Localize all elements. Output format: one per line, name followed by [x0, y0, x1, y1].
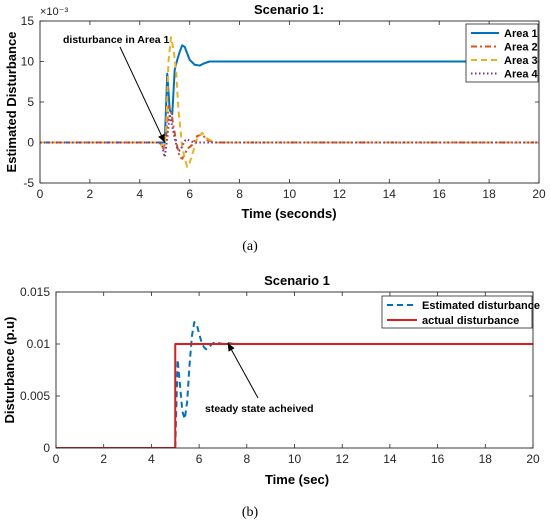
- x-tick-label: 0: [37, 187, 44, 201]
- plot-frame: [55, 291, 534, 449]
- y-tick-label: 0: [27, 136, 34, 150]
- legend-label: Area 3: [504, 55, 538, 67]
- y-tick-label: -5: [23, 176, 34, 190]
- x-tick-label: 20: [526, 452, 540, 466]
- plot-area: [40, 21, 539, 183]
- legend-label: actual disturbance: [422, 315, 519, 327]
- chart-a: Scenario 1: ×10⁻³ Estimated Disturbance …: [4, 2, 546, 254]
- x-tick-label: 14: [383, 452, 397, 466]
- chart-a-y-multiplier: ×10⁻³: [40, 6, 68, 18]
- x-tick-label: 8: [236, 187, 243, 201]
- y-tick-label: 0.005: [20, 389, 50, 403]
- x-tick-label: 0: [53, 452, 60, 466]
- x-tick-label: 16: [433, 187, 447, 201]
- y-tick-label: 0.01: [27, 337, 51, 351]
- chart-a-title: Scenario 1:: [254, 2, 324, 17]
- x-tick-label: 20: [532, 187, 546, 201]
- x-tick-label: 12: [336, 452, 350, 466]
- y-tick-label: 0.015: [20, 285, 50, 299]
- legend-label: Area 2: [504, 42, 538, 54]
- chart-a-ylabel: Estimated Disturbance: [4, 32, 19, 173]
- y-tick-label: 15: [21, 14, 35, 28]
- annotation-arrow: [119, 46, 166, 143]
- annotation-text: disturbance in Area 1: [63, 34, 170, 46]
- chart-b-ylabel: Disturbance (p.u): [2, 317, 17, 424]
- plot-frame: [39, 20, 540, 184]
- series-line-area-1: [40, 44, 539, 144]
- legend-label: Area 1: [504, 28, 538, 40]
- annotation-arrow: [227, 342, 259, 399]
- x-tick-label: 8: [243, 452, 250, 466]
- series-line-actual-disturbance: [56, 343, 533, 448]
- series-line-area-3: [40, 36, 539, 168]
- x-tick-label: 14: [383, 187, 397, 201]
- x-tick-label: 2: [100, 452, 107, 466]
- chart-b-xlabel: Time (sec): [265, 472, 329, 487]
- chart-b-caption: (b): [242, 505, 259, 520]
- x-tick-label: 12: [333, 187, 347, 201]
- y-tick-label: 0: [43, 441, 50, 455]
- y-tick-label: 5: [27, 95, 34, 109]
- annotation-text: steady state acheived: [205, 403, 314, 415]
- annotation-arrowhead: [158, 133, 165, 143]
- x-tick-label: 18: [482, 187, 496, 201]
- chart-a-xlabel: Time (seconds): [241, 206, 336, 221]
- x-tick-label: 6: [186, 187, 193, 201]
- annotation-arrowhead: [227, 342, 235, 352]
- legend: [381, 295, 533, 329]
- x-tick-label: 4: [136, 187, 143, 201]
- y-tick-label: 10: [21, 55, 35, 69]
- x-tick-label: 16: [431, 452, 445, 466]
- x-tick-label: 6: [196, 452, 203, 466]
- x-tick-label: 2: [87, 187, 94, 201]
- x-tick-label: 18: [479, 452, 493, 466]
- legend-label: Estimated disturbance: [422, 300, 540, 312]
- chart-b-title: Scenario 1: [264, 273, 330, 288]
- x-tick-label: 10: [288, 452, 302, 466]
- chart-b: Scenario 1 Disturbance (p.u) Time (sec) …: [2, 273, 540, 520]
- x-tick-label: 4: [148, 452, 155, 466]
- chart-a-caption: (a): [242, 239, 258, 254]
- legend-label: Area 4: [504, 69, 539, 81]
- x-tick-label: 10: [283, 187, 297, 201]
